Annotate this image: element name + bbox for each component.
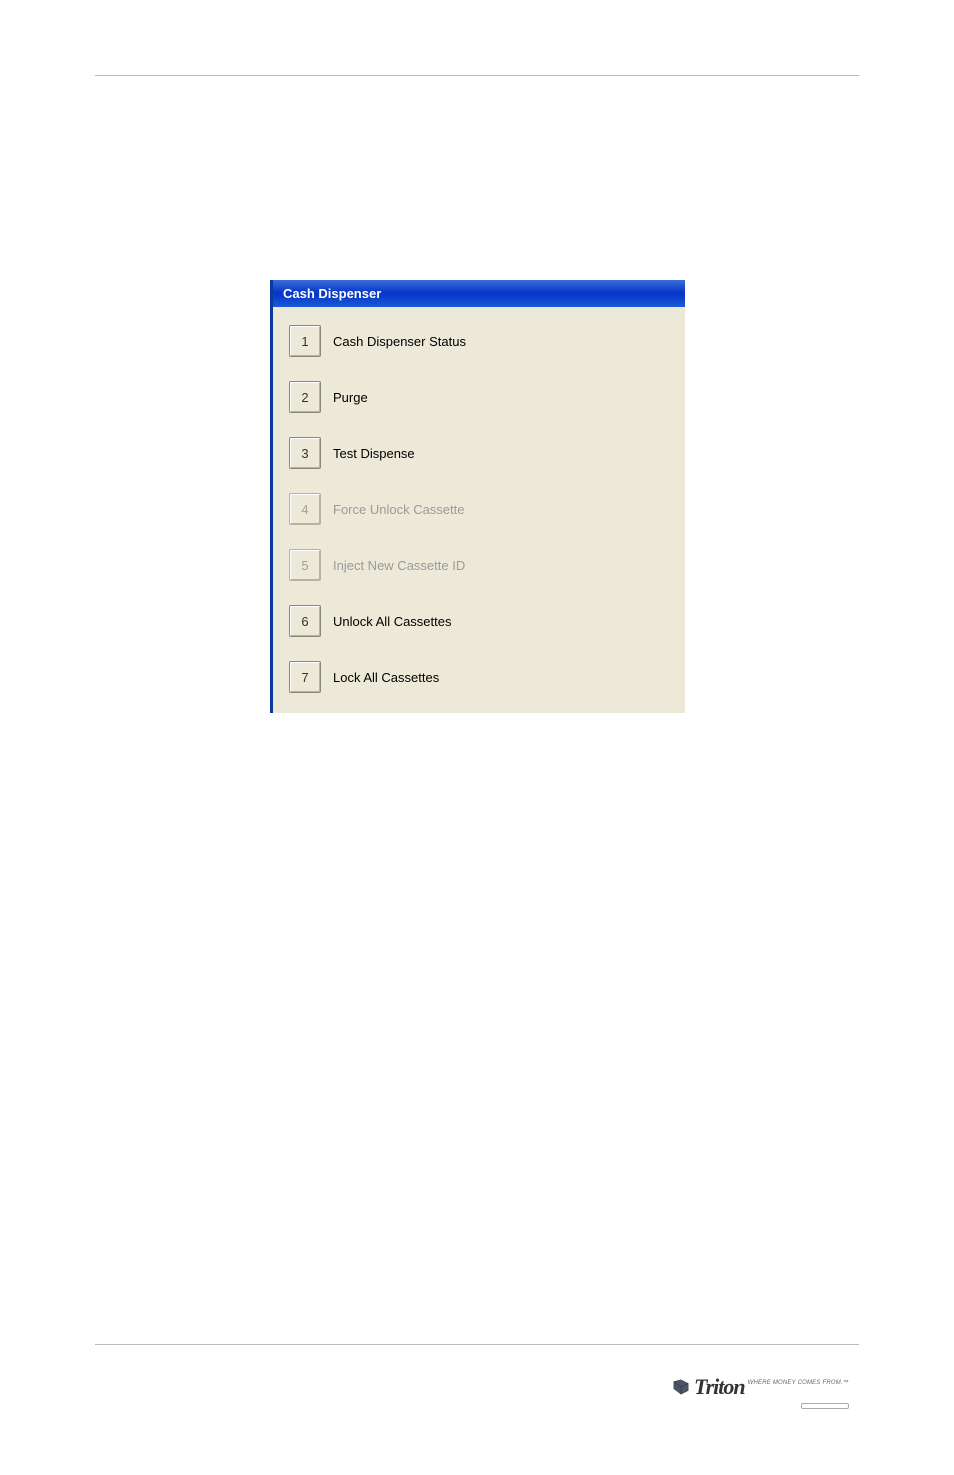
menu-row-lock-all: 7 Lock All Cassettes (289, 661, 669, 693)
label-force-unlock: Force Unlock Cassette (333, 502, 465, 517)
button-5-num: 5 (301, 558, 308, 573)
button-1[interactable]: 1 (289, 325, 321, 357)
footer-logo: Triton WHERE MONEY COMES FROM.™ (672, 1374, 849, 1400)
button-3-num: 3 (301, 446, 308, 461)
dialog-titlebar: Cash Dispenser (273, 280, 685, 307)
dialog-title: Cash Dispenser (283, 286, 381, 301)
label-lock-all: Lock All Cassettes (333, 670, 439, 685)
triton-logo-icon (672, 1378, 690, 1396)
menu-row-unlock-all: 6 Unlock All Cassettes (289, 605, 669, 637)
label-test-dispense: Test Dispense (333, 446, 415, 461)
button-6-num: 6 (301, 614, 308, 629)
menu-row-purge: 2 Purge (289, 381, 669, 413)
button-6[interactable]: 6 (289, 605, 321, 637)
button-2-num: 2 (301, 390, 308, 405)
footer-logo-underline (801, 1403, 849, 1409)
button-4-num: 4 (301, 502, 308, 517)
dialog-body: 1 Cash Dispenser Status 2 Purge 3 Test D… (273, 307, 685, 713)
page-bottom-rule (95, 1344, 859, 1345)
page-top-rule (95, 75, 859, 76)
label-status: Cash Dispenser Status (333, 334, 466, 349)
label-purge: Purge (333, 390, 368, 405)
button-5: 5 (289, 549, 321, 581)
button-7-num: 7 (301, 670, 308, 685)
footer-brand: Triton (694, 1374, 745, 1400)
footer-tagline: WHERE MONEY COMES FROM.™ (748, 1380, 849, 1386)
label-unlock-all: Unlock All Cassettes (333, 614, 452, 629)
button-2[interactable]: 2 (289, 381, 321, 413)
label-inject-id: Inject New Cassette ID (333, 558, 465, 573)
menu-row-test-dispense: 3 Test Dispense (289, 437, 669, 469)
button-3[interactable]: 3 (289, 437, 321, 469)
menu-row-status: 1 Cash Dispenser Status (289, 325, 669, 357)
button-1-num: 1 (301, 334, 308, 349)
menu-row-inject-id: 5 Inject New Cassette ID (289, 549, 669, 581)
button-7[interactable]: 7 (289, 661, 321, 693)
cash-dispenser-dialog: Cash Dispenser 1 Cash Dispenser Status 2… (270, 280, 685, 713)
menu-row-force-unlock: 4 Force Unlock Cassette (289, 493, 669, 525)
button-4: 4 (289, 493, 321, 525)
